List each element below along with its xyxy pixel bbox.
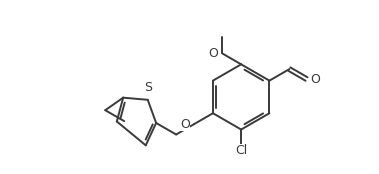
Text: O: O — [208, 47, 218, 60]
Text: O: O — [310, 73, 320, 86]
Text: O: O — [180, 118, 190, 131]
Text: S: S — [144, 81, 152, 94]
Text: Cl: Cl — [235, 144, 247, 157]
